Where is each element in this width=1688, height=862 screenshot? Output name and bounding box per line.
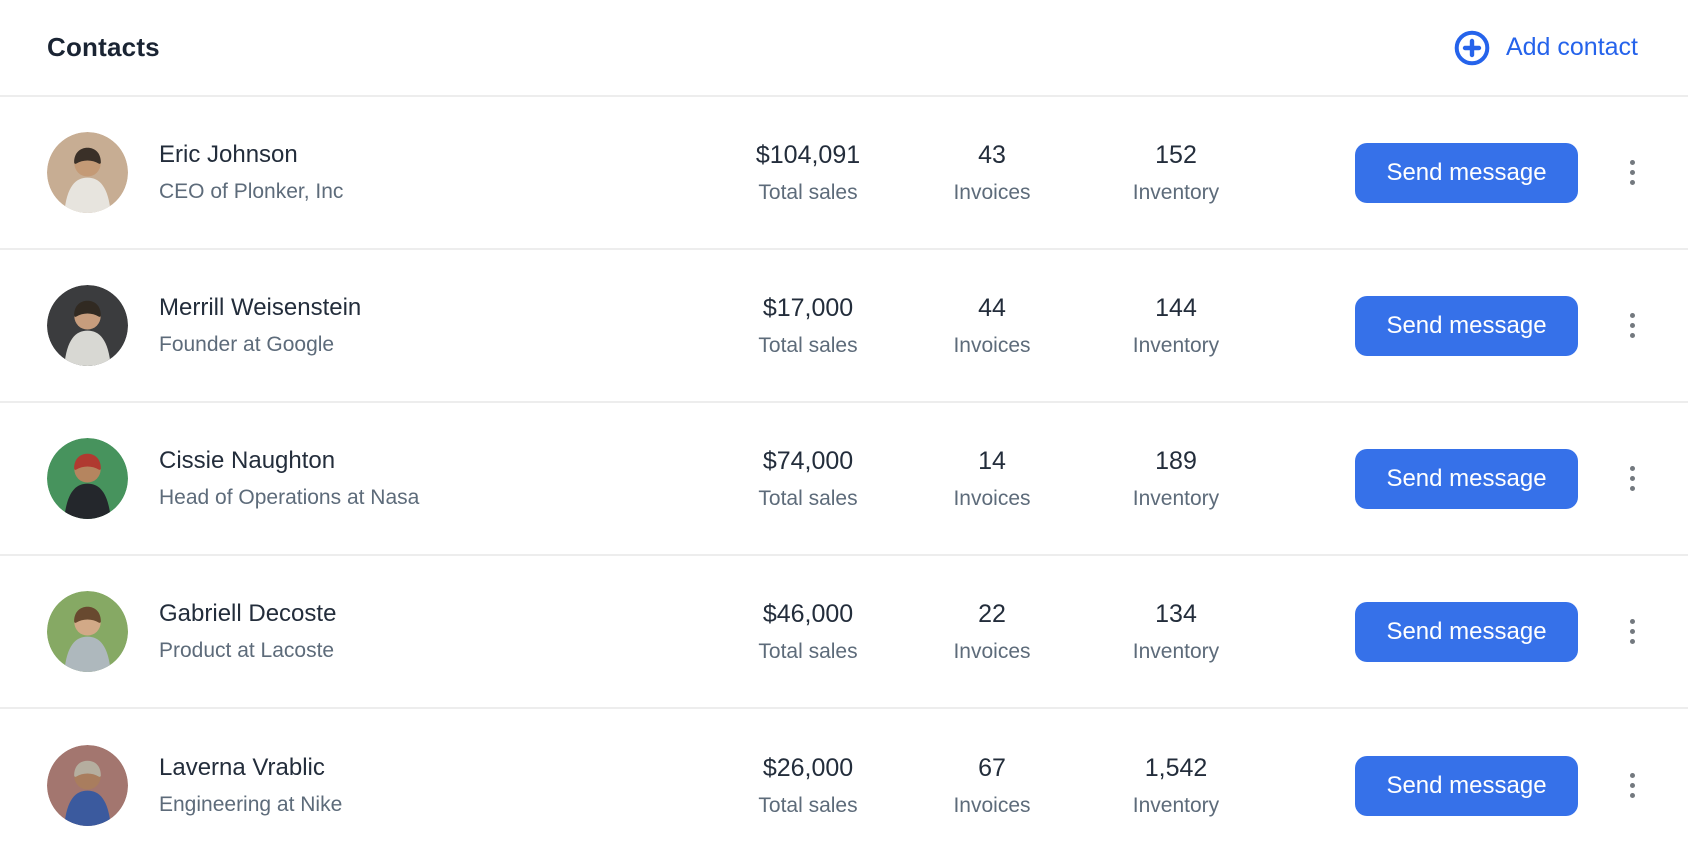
stat-inventory: 1,542 Inventory bbox=[1084, 753, 1268, 818]
invoices-label: Invoices bbox=[953, 793, 1031, 817]
stat-inventory: 189 Inventory bbox=[1084, 446, 1268, 511]
stat-invoices: 14 Invoices bbox=[900, 446, 1084, 511]
total-sales-label: Total sales bbox=[758, 793, 858, 817]
contact-role: Head of Operations at Nasa bbox=[159, 485, 420, 509]
invoices-value: 44 bbox=[978, 293, 1006, 322]
kebab-menu-icon[interactable] bbox=[1612, 608, 1652, 656]
inventory-value: 1,542 bbox=[1144, 753, 1208, 782]
invoices-label: Invoices bbox=[953, 180, 1031, 204]
invoices-label: Invoices bbox=[953, 486, 1031, 510]
avatar bbox=[47, 285, 128, 366]
inventory-value: 152 bbox=[1155, 140, 1197, 169]
contact-name: Merrill Weisenstein bbox=[159, 294, 362, 321]
contact-role: Engineering at Nike bbox=[159, 792, 343, 816]
kebab-menu-icon[interactable] bbox=[1612, 149, 1652, 197]
inventory-label: Inventory bbox=[1132, 180, 1220, 204]
avatar bbox=[47, 591, 128, 672]
contact-name: Cissie Naughton bbox=[159, 447, 336, 474]
stat-total-sales: $46,000 Total sales bbox=[716, 599, 900, 664]
total-sales-value: $26,000 bbox=[762, 753, 854, 782]
contacts-header: Contacts Add contact bbox=[0, 0, 1688, 97]
kebab-menu-icon[interactable] bbox=[1612, 302, 1652, 350]
contact-row: Laverna Vrablic Engineering at Nike $26,… bbox=[0, 709, 1688, 862]
total-sales-value: $74,000 bbox=[762, 446, 854, 475]
inventory-value: 144 bbox=[1155, 293, 1197, 322]
invoices-value: 67 bbox=[978, 753, 1006, 782]
total-sales-value: $104,091 bbox=[755, 140, 861, 169]
invoices-label: Invoices bbox=[953, 333, 1031, 357]
contact-identity: Cissie Naughton Head of Operations at Na… bbox=[159, 447, 716, 510]
kebab-menu-icon[interactable] bbox=[1612, 455, 1652, 503]
plus-circle-icon bbox=[1454, 30, 1490, 66]
stat-invoices: 67 Invoices bbox=[900, 753, 1084, 818]
send-message-button[interactable]: Send message bbox=[1355, 448, 1578, 509]
stat-invoices: 43 Invoices bbox=[900, 140, 1084, 205]
send-message-button[interactable]: Send message bbox=[1355, 755, 1578, 816]
stat-total-sales: $104,091 Total sales bbox=[716, 140, 900, 205]
contact-identity: Merrill Weisenstein Founder at Google bbox=[159, 294, 716, 357]
contact-name: Eric Johnson bbox=[159, 141, 298, 168]
inventory-value: 134 bbox=[1155, 599, 1197, 628]
page-title: Contacts bbox=[47, 32, 160, 62]
stat-invoices: 44 Invoices bbox=[900, 293, 1084, 358]
total-sales-label: Total sales bbox=[758, 333, 858, 357]
stat-inventory: 134 Inventory bbox=[1084, 599, 1268, 664]
avatar bbox=[47, 132, 128, 213]
total-sales-value: $46,000 bbox=[762, 599, 854, 628]
contact-identity: Gabriell Decoste Product at Lacoste bbox=[159, 600, 716, 663]
contacts-list: Eric Johnson CEO of Plonker, Inc $104,09… bbox=[0, 97, 1688, 862]
contact-name: Laverna Vrablic bbox=[159, 754, 325, 781]
contact-row: Eric Johnson CEO of Plonker, Inc $104,09… bbox=[0, 97, 1688, 250]
avatar bbox=[47, 745, 128, 826]
stat-inventory: 152 Inventory bbox=[1084, 140, 1268, 205]
invoices-value: 22 bbox=[978, 599, 1006, 628]
inventory-label: Inventory bbox=[1132, 639, 1220, 663]
total-sales-label: Total sales bbox=[758, 180, 858, 204]
contact-row: Cissie Naughton Head of Operations at Na… bbox=[0, 403, 1688, 556]
inventory-label: Inventory bbox=[1132, 486, 1220, 510]
add-contact-button[interactable]: Add contact bbox=[1454, 30, 1638, 66]
stat-inventory: 144 Inventory bbox=[1084, 293, 1268, 358]
invoices-label: Invoices bbox=[953, 639, 1031, 663]
stat-total-sales: $26,000 Total sales bbox=[716, 753, 900, 818]
send-message-button[interactable]: Send message bbox=[1355, 142, 1578, 203]
send-message-button[interactable]: Send message bbox=[1355, 295, 1578, 356]
contact-identity: Laverna Vrablic Engineering at Nike bbox=[159, 754, 716, 817]
contact-name: Gabriell Decoste bbox=[159, 600, 337, 627]
invoices-value: 43 bbox=[978, 140, 1006, 169]
contact-identity: Eric Johnson CEO of Plonker, Inc bbox=[159, 141, 716, 204]
contact-role: Product at Lacoste bbox=[159, 638, 335, 662]
contact-role: CEO of Plonker, Inc bbox=[159, 179, 344, 203]
invoices-value: 14 bbox=[978, 446, 1006, 475]
total-sales-label: Total sales bbox=[758, 486, 858, 510]
contact-role: Founder at Google bbox=[159, 332, 335, 356]
inventory-label: Inventory bbox=[1132, 333, 1220, 357]
send-message-button[interactable]: Send message bbox=[1355, 601, 1578, 662]
contact-row: Merrill Weisenstein Founder at Google $1… bbox=[0, 250, 1688, 403]
stat-total-sales: $74,000 Total sales bbox=[716, 446, 900, 511]
contact-row: Gabriell Decoste Product at Lacoste $46,… bbox=[0, 556, 1688, 709]
stat-invoices: 22 Invoices bbox=[900, 599, 1084, 664]
inventory-label: Inventory bbox=[1132, 793, 1220, 817]
total-sales-label: Total sales bbox=[758, 639, 858, 663]
avatar bbox=[47, 438, 128, 519]
add-contact-label: Add contact bbox=[1505, 33, 1638, 61]
kebab-menu-icon[interactable] bbox=[1612, 762, 1652, 810]
stat-total-sales: $17,000 Total sales bbox=[716, 293, 900, 358]
total-sales-value: $17,000 bbox=[762, 293, 854, 322]
inventory-value: 189 bbox=[1155, 446, 1197, 475]
